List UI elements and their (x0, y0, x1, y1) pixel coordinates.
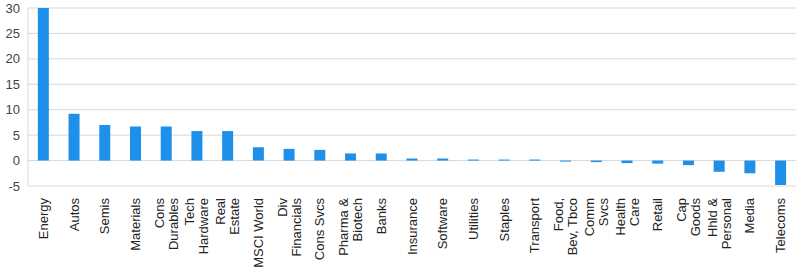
svg-text:Insurance: Insurance (405, 198, 420, 255)
svg-text:Materials: Materials (128, 198, 143, 251)
svg-text:20: 20 (8, 51, 20, 66)
svg-text:HealthCare: HealthCare (613, 198, 642, 236)
svg-text:Energy: Energy (36, 198, 51, 240)
svg-text:ConsDurables: ConsDurables (152, 198, 181, 251)
svg-text:RealEstate: RealEstate (213, 198, 242, 235)
svg-text:Cons Svcs: Cons Svcs (312, 198, 327, 261)
svg-text:Media: Media (742, 197, 757, 233)
svg-text:Hhld &Personal: Hhld &Personal (705, 198, 734, 250)
svg-text:25: 25 (8, 26, 20, 41)
svg-text:Utilities: Utilities (466, 198, 481, 240)
svg-text:5: 5 (13, 128, 20, 143)
svg-text:MSCI World: MSCI World (251, 198, 266, 268)
svg-text:CommSvcs: CommSvcs (582, 198, 611, 237)
svg-text:15: 15 (8, 77, 20, 92)
svg-text:Transport: Transport (527, 198, 542, 254)
svg-text:Telecoms: Telecoms (773, 198, 788, 253)
svg-text:TechHardware: TechHardware (182, 198, 211, 254)
svg-text:Food,Bev, Tbco: Food,Bev, Tbco (551, 198, 580, 255)
svg-text:10: 10 (8, 102, 20, 117)
svg-text:-5: -5 (8, 179, 20, 194)
svg-text:DivFinancials: DivFinancials (275, 198, 304, 257)
svg-text:30: 30 (8, 1, 20, 16)
svg-text:Software: Software (435, 198, 450, 249)
svg-text:0: 0 (13, 153, 20, 168)
svg-text:CapGoods: CapGoods (674, 198, 703, 237)
svg-text:Autos: Autos (67, 198, 82, 232)
svg-text:Pharma &Biotech: Pharma &Biotech (336, 198, 365, 256)
svg-text:Retail: Retail (650, 198, 665, 231)
svg-text:Semis: Semis (97, 198, 112, 235)
svg-text:Banks: Banks (374, 198, 389, 235)
svg-text:Staples: Staples (497, 198, 512, 242)
